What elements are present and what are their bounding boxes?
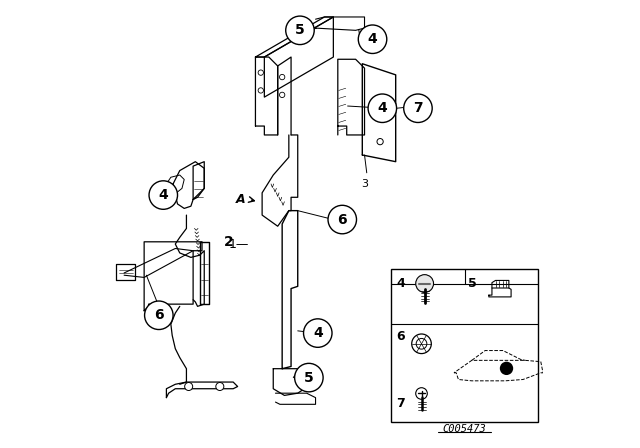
Text: 6: 6 (154, 308, 164, 322)
Circle shape (258, 88, 264, 93)
Circle shape (149, 181, 177, 209)
Circle shape (294, 363, 323, 392)
Circle shape (216, 383, 224, 391)
Text: A: A (236, 194, 246, 207)
Bar (391, 268, 538, 422)
Circle shape (412, 334, 431, 353)
Text: 4: 4 (378, 101, 387, 115)
Text: 5: 5 (295, 23, 305, 37)
Circle shape (500, 362, 513, 375)
Circle shape (416, 388, 428, 399)
Text: 1—: 1— (228, 237, 249, 250)
Text: 4: 4 (159, 188, 168, 202)
Text: 5: 5 (304, 370, 314, 384)
Text: 2: 2 (224, 235, 234, 249)
Circle shape (328, 205, 356, 234)
Text: 7: 7 (413, 101, 423, 115)
Text: 4: 4 (313, 326, 323, 340)
Text: C005473: C005473 (443, 424, 486, 434)
Circle shape (404, 94, 432, 122)
Circle shape (358, 25, 387, 53)
Text: 7: 7 (397, 397, 405, 410)
Text: 6: 6 (397, 330, 405, 343)
Circle shape (285, 16, 314, 44)
Text: 3: 3 (361, 180, 368, 190)
Circle shape (368, 94, 397, 122)
Circle shape (258, 70, 264, 75)
Circle shape (416, 338, 427, 349)
Text: 4: 4 (367, 32, 378, 46)
Text: 4: 4 (397, 277, 405, 290)
Circle shape (185, 383, 193, 391)
Circle shape (145, 301, 173, 330)
Text: 5: 5 (468, 277, 476, 290)
Circle shape (416, 275, 433, 293)
Text: 6: 6 (337, 212, 347, 227)
Circle shape (303, 319, 332, 347)
Circle shape (377, 138, 383, 145)
Circle shape (280, 74, 285, 80)
Circle shape (280, 92, 285, 98)
